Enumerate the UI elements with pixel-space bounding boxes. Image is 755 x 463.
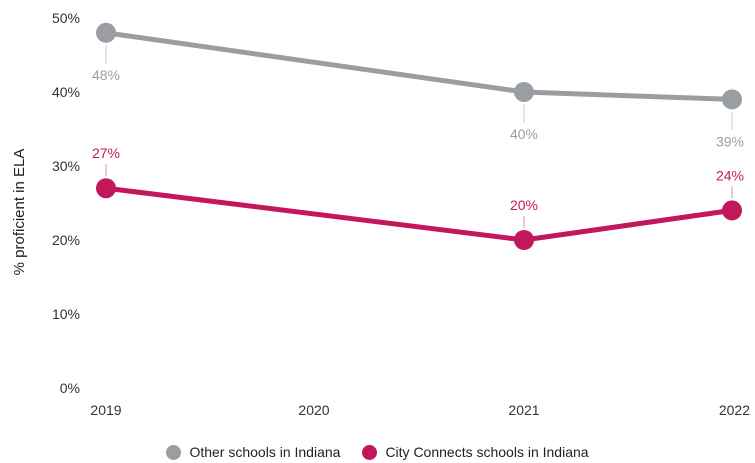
x-tick-label: 2020 xyxy=(298,402,329,418)
x-tick-label: 2022 xyxy=(719,402,750,418)
y-tick-label: 20% xyxy=(52,232,80,248)
y-tick-label: 50% xyxy=(52,10,80,26)
data-label: 24% xyxy=(716,167,744,183)
legend-item-city-connects[interactable]: City Connects schools in Indiana xyxy=(362,444,589,460)
x-tick-label: 2019 xyxy=(90,402,121,418)
series-1: 27% 20% 24% xyxy=(92,145,744,250)
data-label: 27% xyxy=(92,145,120,161)
legend-label-city-connects: City Connects schools in Indiana xyxy=(385,444,589,460)
series-0: 48% 40% 39% xyxy=(92,22,744,149)
data-point[interactable] xyxy=(514,82,534,102)
y-tick-label: 10% xyxy=(52,306,80,322)
y-tick-label: 40% xyxy=(52,84,80,100)
data-label: 20% xyxy=(510,197,538,213)
y-tick-label: 30% xyxy=(52,158,80,174)
data-label: 39% xyxy=(716,133,744,149)
legend-item-other-schools[interactable]: Other schools in Indiana xyxy=(166,444,340,460)
data-point[interactable] xyxy=(96,178,116,199)
y-tick-label: 0% xyxy=(60,380,80,396)
x-axis-ticks: 2019 2020 2021 2022 xyxy=(90,402,750,418)
series-group: 48% 40% 39% 27% 20% 24% xyxy=(92,22,744,250)
data-label: 48% xyxy=(92,67,120,83)
y-axis-ticks: 0% 10% 20% 30% 40% 50% xyxy=(52,10,80,396)
y-axis-label: % proficient in ELA xyxy=(11,149,28,276)
x-tick-label: 2021 xyxy=(508,402,539,418)
data-point[interactable] xyxy=(722,200,742,221)
legend-swatch-other xyxy=(166,444,182,460)
legend-swatch-city-connects xyxy=(362,444,378,460)
legend: Other schools in Indiana City Connects s… xyxy=(0,441,755,463)
series-line xyxy=(103,185,735,243)
data-label: 40% xyxy=(510,126,538,142)
data-point[interactable] xyxy=(722,89,742,110)
data-point[interactable] xyxy=(514,230,534,250)
line-chart: % proficient in ELA 0% 10% 20% 30% 40% 50% 20… xyxy=(11,10,750,418)
legend-label-other: Other schools in Indiana xyxy=(189,444,341,460)
data-point[interactable] xyxy=(96,22,116,43)
series-line xyxy=(103,30,735,102)
